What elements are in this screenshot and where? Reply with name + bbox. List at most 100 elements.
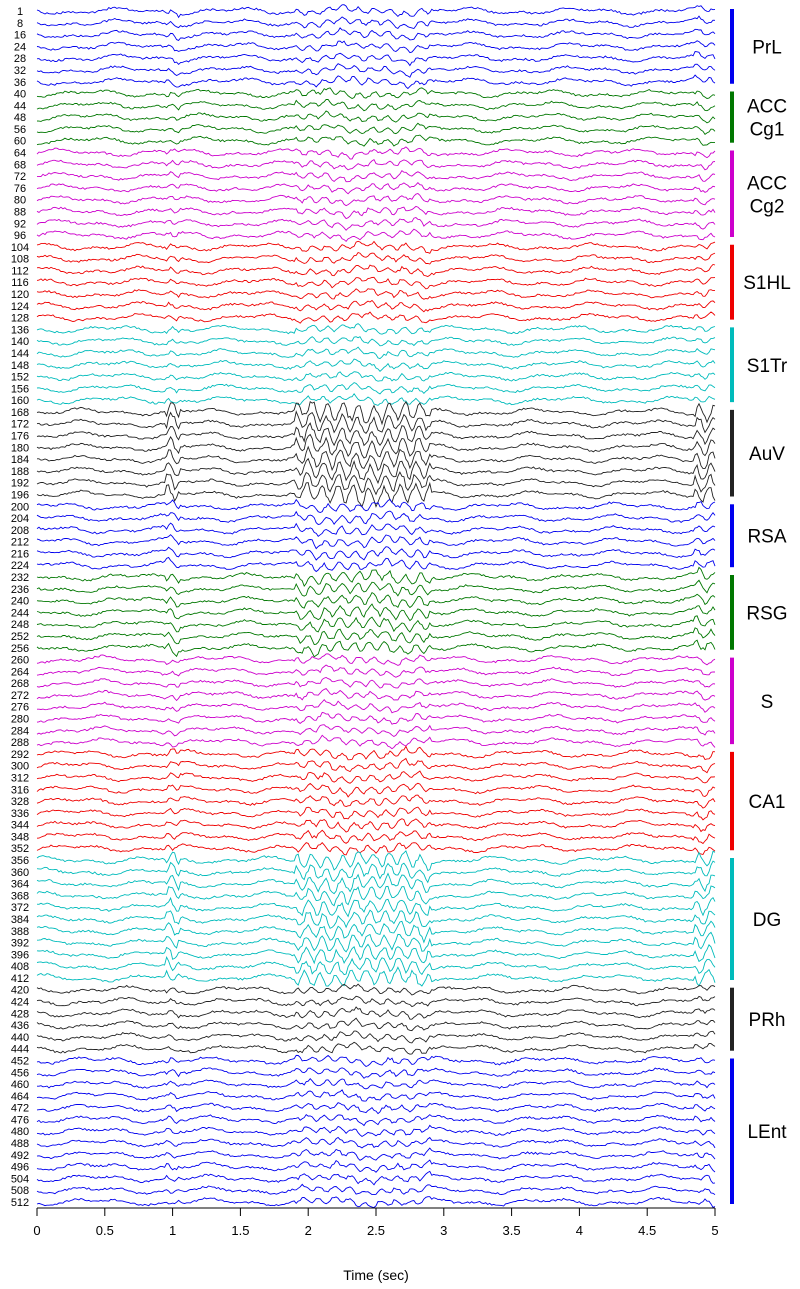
channel-trace [36,1067,716,1079]
channel-label: 236 [11,584,29,596]
channel-trace [36,664,716,678]
region-label: ACC [747,97,787,118]
channel-trace [36,566,716,588]
region-label: DG [753,910,782,931]
channel-label: 372 [11,902,29,914]
channel-label: 196 [11,490,29,502]
channel-label: 352 [11,843,29,855]
channel-trace [36,966,716,987]
channel-label: 288 [11,737,29,749]
channel-label: 156 [11,383,29,395]
x-tick-label: 3 [440,1223,447,1238]
channel-label: 428 [11,1008,29,1020]
channel-trace [37,170,716,183]
channel-trace [36,422,716,447]
channel-label: 420 [11,985,29,997]
channel-trace [36,885,716,907]
channel-label: 504 [11,1173,29,1185]
channel-trace [36,228,716,243]
channel-trace [36,757,716,774]
channel-trace [36,1017,716,1032]
channel-label: 72 [14,171,26,183]
channel-trace [36,457,716,485]
channel-trace [36,734,716,750]
channel-label: 328 [11,796,29,808]
x-tick-label: 4 [576,1223,583,1238]
channel-trace [36,393,716,406]
channel-label: 224 [11,560,29,572]
channel-label: 368 [11,890,29,902]
channel-trace [36,653,716,666]
region-label: CA1 [749,792,786,813]
channel-label: 464 [11,1091,29,1103]
channel-trace [36,216,716,231]
channel-label: 1 [17,6,23,18]
channel-trace [36,806,716,821]
channel-trace [36,251,716,265]
channel-label: 240 [11,596,29,608]
channel-label: 124 [11,301,29,313]
channel-label: 476 [11,1115,29,1127]
channel-trace [36,1089,716,1102]
channel-trace [36,615,716,633]
channel-trace [37,445,716,472]
channel-trace [36,829,716,845]
region-label: Cg2 [750,196,785,217]
channel-trace [36,955,716,976]
channel-label: 488 [11,1138,29,1150]
channel-label-layer: 1816242832364044485660646872768088929610… [11,6,29,1209]
channel-trace [36,1113,716,1127]
channel-trace [36,745,716,761]
channel-trace [36,40,716,54]
region-label: S [761,692,774,713]
channel-trace [36,522,716,537]
channel-label: 64 [14,148,26,160]
channel-label: 312 [11,773,29,785]
channel-trace [36,276,716,290]
channel-label: 68 [14,159,26,171]
channel-label: 16 [14,30,26,42]
channel-label: 128 [11,313,29,325]
channel-label: 212 [11,537,29,549]
x-axis: 0 0.5 1 1.5 2 2.5 3 3.5 4 4.5 5 Time (sec) [33,1207,719,1283]
channel-label: 136 [11,324,29,336]
channel-trace [36,98,716,112]
channel-trace [36,336,716,347]
channel-label: 440 [11,1032,29,1044]
region-label: S1HL [743,273,791,294]
channel-label: 192 [11,478,29,490]
channel-label: 284 [11,725,29,737]
region-label: PRh [749,1010,786,1031]
channel-trace [36,63,716,78]
channel-label: 508 [11,1185,29,1197]
channel-trace [37,1078,716,1090]
channel-trace [36,534,716,550]
channel-trace [36,192,716,207]
channel-label: 388 [11,926,29,938]
channel-trace [36,146,716,160]
channel-label: 456 [11,1067,29,1079]
channel-trace [36,1136,716,1149]
channel-label: 252 [11,631,29,643]
region-bar-layer: PrLACCCg1ACCCg2S1HLS1TrAuVRSARSGSCA1DGPR… [730,9,791,1204]
channel-trace [36,382,716,395]
channel-label: 268 [11,678,29,690]
channel-label: 56 [14,124,26,136]
channel-label: 92 [14,218,26,230]
channel-trace [36,4,716,19]
channel-trace [36,931,716,953]
channel-label: 232 [11,572,29,584]
channel-trace [36,943,716,965]
channel-label: 300 [11,761,29,773]
channel-label: 248 [11,619,29,631]
x-tick-layer: 0 0.5 1 1.5 2 2.5 3 3.5 4 4.5 5 [33,1208,719,1238]
channel-label: 444 [11,1044,29,1056]
channel-trace [36,872,716,895]
channel-label: 208 [11,525,29,537]
channel-trace [36,158,716,171]
channel-label: 244 [11,607,29,619]
channel-label: 104 [11,242,29,254]
channel-trace [36,510,716,526]
channel-label: 408 [11,961,29,973]
